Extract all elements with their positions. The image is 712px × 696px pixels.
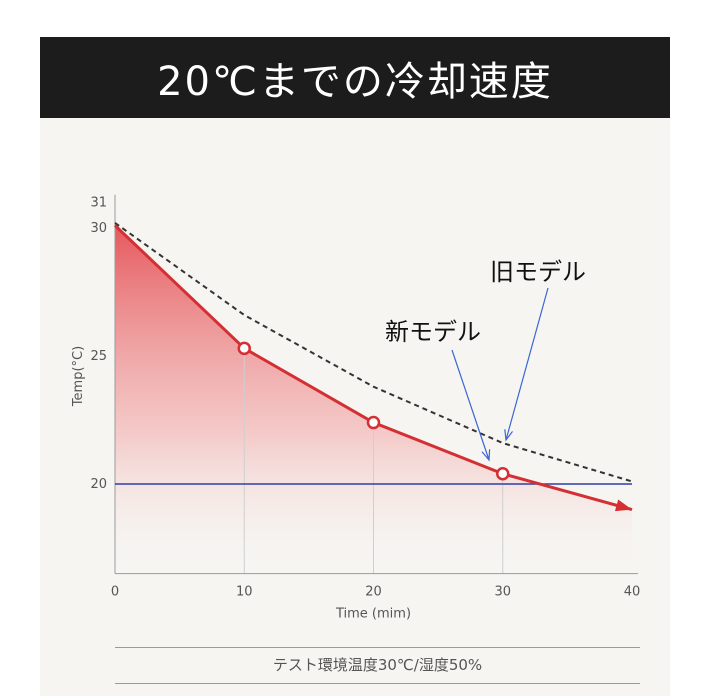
marker-20 [366,415,381,430]
new-model-pointer-head [481,449,491,462]
y-axis-label: Temp(°C) [71,346,86,407]
old-model-pointer [505,287,549,441]
marker-30 [496,467,510,481]
new-model-arrowhead [614,499,632,512]
x-axis-label: Time (mim) [335,607,411,622]
y-tick-30: 30 [90,221,107,236]
x-tick-40: 40 [624,585,641,600]
chart-title-banner: 20℃までの冷却速度 [40,37,670,118]
y-tick-25: 25 [90,349,107,364]
old-model-label: 旧モデル [490,258,586,286]
footer-top-rule [115,647,640,648]
marker-10 [237,341,251,356]
y-tick-31: 31 [90,195,107,210]
old-model-line [114,222,633,483]
chart-title: 20℃までの冷却速度 [157,58,553,105]
x-tick-10: 10 [236,585,253,600]
new-model-label: 新モデル [385,318,481,346]
footer-note: テスト環境温度30℃/湿度50% [272,656,483,674]
old-model-pointer-head [504,429,513,442]
x-tick-0: 0 [111,585,119,600]
y-tick-20: 20 [90,477,107,492]
new-model-pointer [451,349,490,461]
footer-bottom-rule [115,683,640,684]
x-tick-30: 30 [494,585,511,600]
x-tick-20: 20 [365,585,382,600]
